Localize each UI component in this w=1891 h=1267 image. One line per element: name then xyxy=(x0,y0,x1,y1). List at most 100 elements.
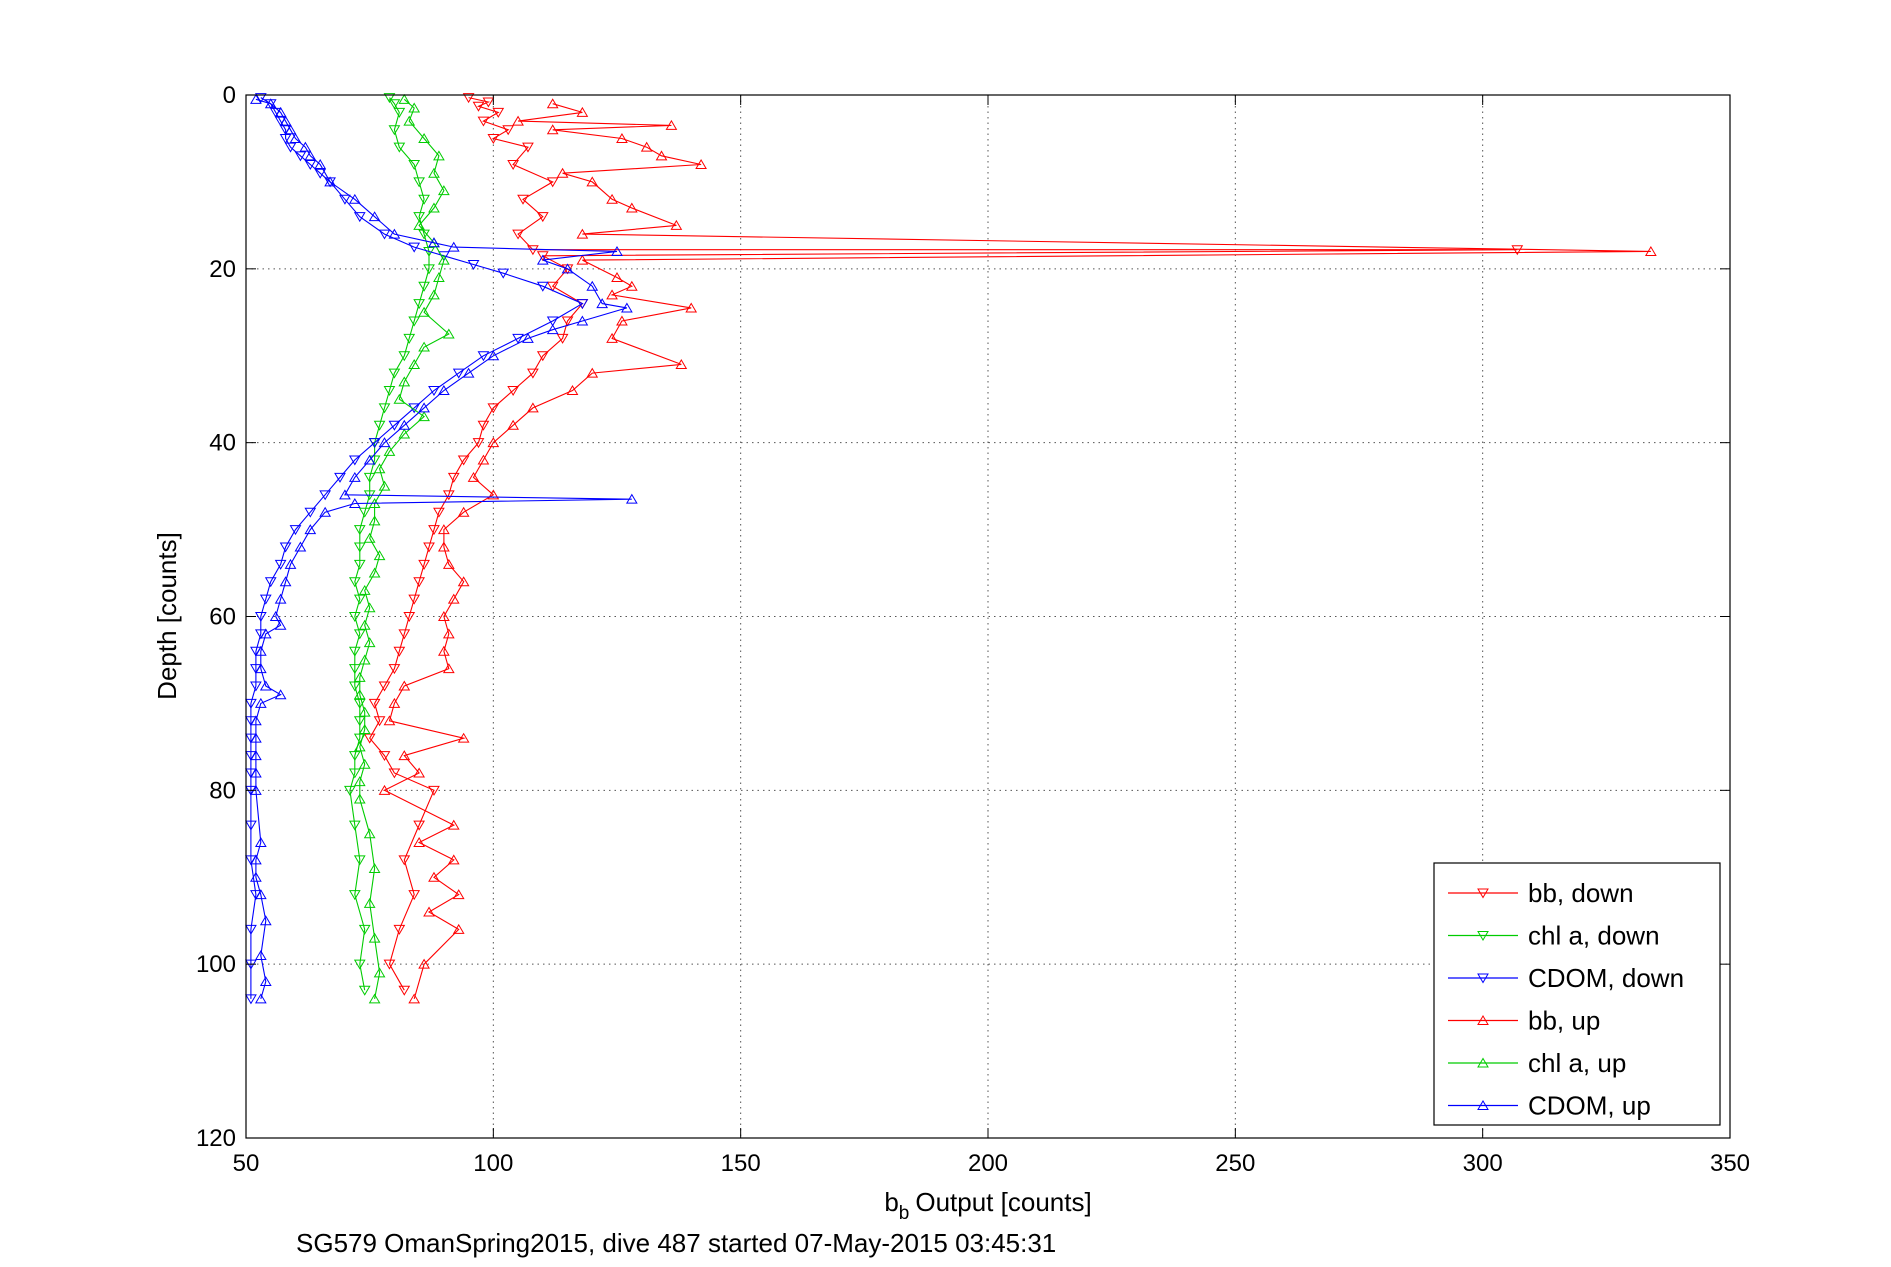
data-point xyxy=(670,219,683,230)
data-point xyxy=(393,393,406,404)
data-point xyxy=(319,506,332,517)
x-tick-label: 250 xyxy=(1215,1150,1255,1177)
data-point xyxy=(640,141,653,152)
data-point xyxy=(274,559,287,570)
data-point xyxy=(358,985,371,996)
data-point xyxy=(586,367,599,378)
x-tick-label: 100 xyxy=(473,1150,513,1177)
data-point xyxy=(358,584,371,595)
y-tick-label: 20 xyxy=(209,256,236,283)
data-point xyxy=(512,229,524,240)
data-point xyxy=(378,480,391,491)
data-point xyxy=(418,194,430,205)
data-point xyxy=(378,681,391,692)
data-point xyxy=(363,532,376,543)
data-point xyxy=(487,350,500,361)
data-point xyxy=(279,576,292,587)
data-point xyxy=(254,949,267,960)
data-point xyxy=(348,751,361,762)
legend-label: bb, up xyxy=(1528,1006,1600,1036)
data-point xyxy=(433,507,445,518)
data-point xyxy=(467,471,480,482)
data-point xyxy=(442,328,455,339)
series-chl-a-down xyxy=(344,93,435,996)
y-tick-label: 0 xyxy=(223,82,236,109)
data-point xyxy=(353,594,366,605)
ticks: 50 100 150 200 250 300 350 0 20 40 60 80 100 120 xyxy=(196,82,1750,1177)
data-point xyxy=(452,923,465,934)
data-point xyxy=(314,159,327,170)
data-point xyxy=(388,697,401,708)
data-point xyxy=(413,836,426,847)
data-point xyxy=(442,628,455,639)
data-point xyxy=(413,219,426,230)
data-point xyxy=(507,386,519,397)
data-point xyxy=(398,351,411,362)
data-point xyxy=(353,793,366,804)
data-point xyxy=(408,358,421,369)
data-point xyxy=(522,332,534,343)
data-point xyxy=(393,646,406,657)
data-point xyxy=(250,767,262,778)
data-point xyxy=(353,689,366,700)
data-point xyxy=(611,245,623,256)
data-point xyxy=(437,524,450,535)
data-point xyxy=(442,663,455,674)
data-point xyxy=(363,602,376,613)
data-point xyxy=(452,889,465,900)
plot-series xyxy=(245,93,1657,1005)
y-tick-label: 100 xyxy=(196,951,236,978)
data-point xyxy=(536,281,549,292)
data-point xyxy=(250,871,262,882)
data-point xyxy=(606,332,618,343)
data-point xyxy=(254,697,267,708)
data-point xyxy=(339,489,351,500)
data-point xyxy=(413,212,426,223)
data-point xyxy=(279,133,292,144)
y-tick-label: 120 xyxy=(196,1125,236,1152)
legend-swatch-marker xyxy=(1477,1057,1489,1068)
data-point xyxy=(536,254,549,265)
data-point xyxy=(437,611,450,621)
data-point xyxy=(398,985,411,996)
legend-label: chl a, up xyxy=(1528,1048,1626,1078)
data-point xyxy=(284,124,297,135)
series-line xyxy=(255,98,632,1000)
data-point xyxy=(413,767,426,778)
data-point xyxy=(695,159,707,170)
data-point xyxy=(284,142,297,153)
data-point xyxy=(368,567,381,578)
data-point xyxy=(428,167,440,178)
data-point xyxy=(536,351,549,362)
data-point xyxy=(304,507,317,518)
data-point xyxy=(408,242,421,253)
data-point xyxy=(378,784,391,795)
data-point xyxy=(348,646,361,657)
data-point xyxy=(546,177,559,188)
data-point xyxy=(1511,245,1524,256)
data-point xyxy=(556,167,569,178)
data-point xyxy=(348,471,361,482)
x-axis-label-subscript: b xyxy=(899,1203,910,1224)
data-point xyxy=(447,472,460,483)
data-point xyxy=(492,107,505,118)
data-point xyxy=(477,420,490,431)
data-point xyxy=(522,142,534,153)
data-point xyxy=(378,229,391,240)
data-point xyxy=(348,577,361,588)
data-point xyxy=(319,490,332,501)
series-cdom-down xyxy=(245,93,589,1005)
data-point xyxy=(373,420,386,431)
data-point xyxy=(294,541,307,552)
data-point xyxy=(373,550,386,561)
data-point xyxy=(373,463,386,474)
data-point xyxy=(254,889,267,900)
data-point xyxy=(576,299,589,310)
data-point xyxy=(606,289,618,300)
data-point xyxy=(512,115,524,126)
data-point xyxy=(259,680,272,691)
data-point xyxy=(487,133,500,144)
data-point xyxy=(348,820,361,831)
data-point xyxy=(625,280,638,291)
